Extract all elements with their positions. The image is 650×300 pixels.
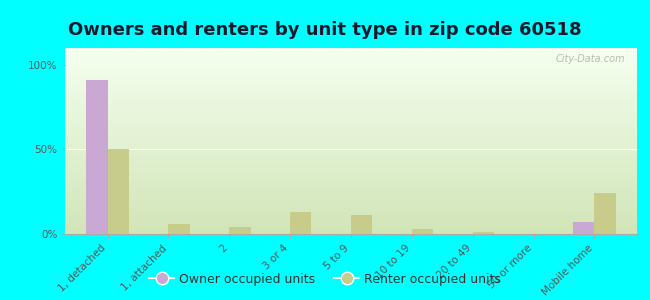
Bar [473, 232, 494, 234]
Bar [290, 212, 311, 234]
Bar [351, 215, 372, 234]
Bar [168, 224, 190, 234]
Bar [229, 227, 251, 234]
Legend: Owner occupied units, Renter occupied units: Owner occupied units, Renter occupied un… [144, 268, 506, 291]
Bar [108, 149, 129, 234]
Bar [86, 80, 108, 234]
Text: Owners and renters by unit type in zip code 60518: Owners and renters by unit type in zip c… [68, 21, 582, 39]
Text: City-Data.com: City-Data.com [556, 54, 625, 64]
Bar [412, 229, 433, 234]
Bar [573, 222, 594, 234]
Bar [594, 194, 616, 234]
